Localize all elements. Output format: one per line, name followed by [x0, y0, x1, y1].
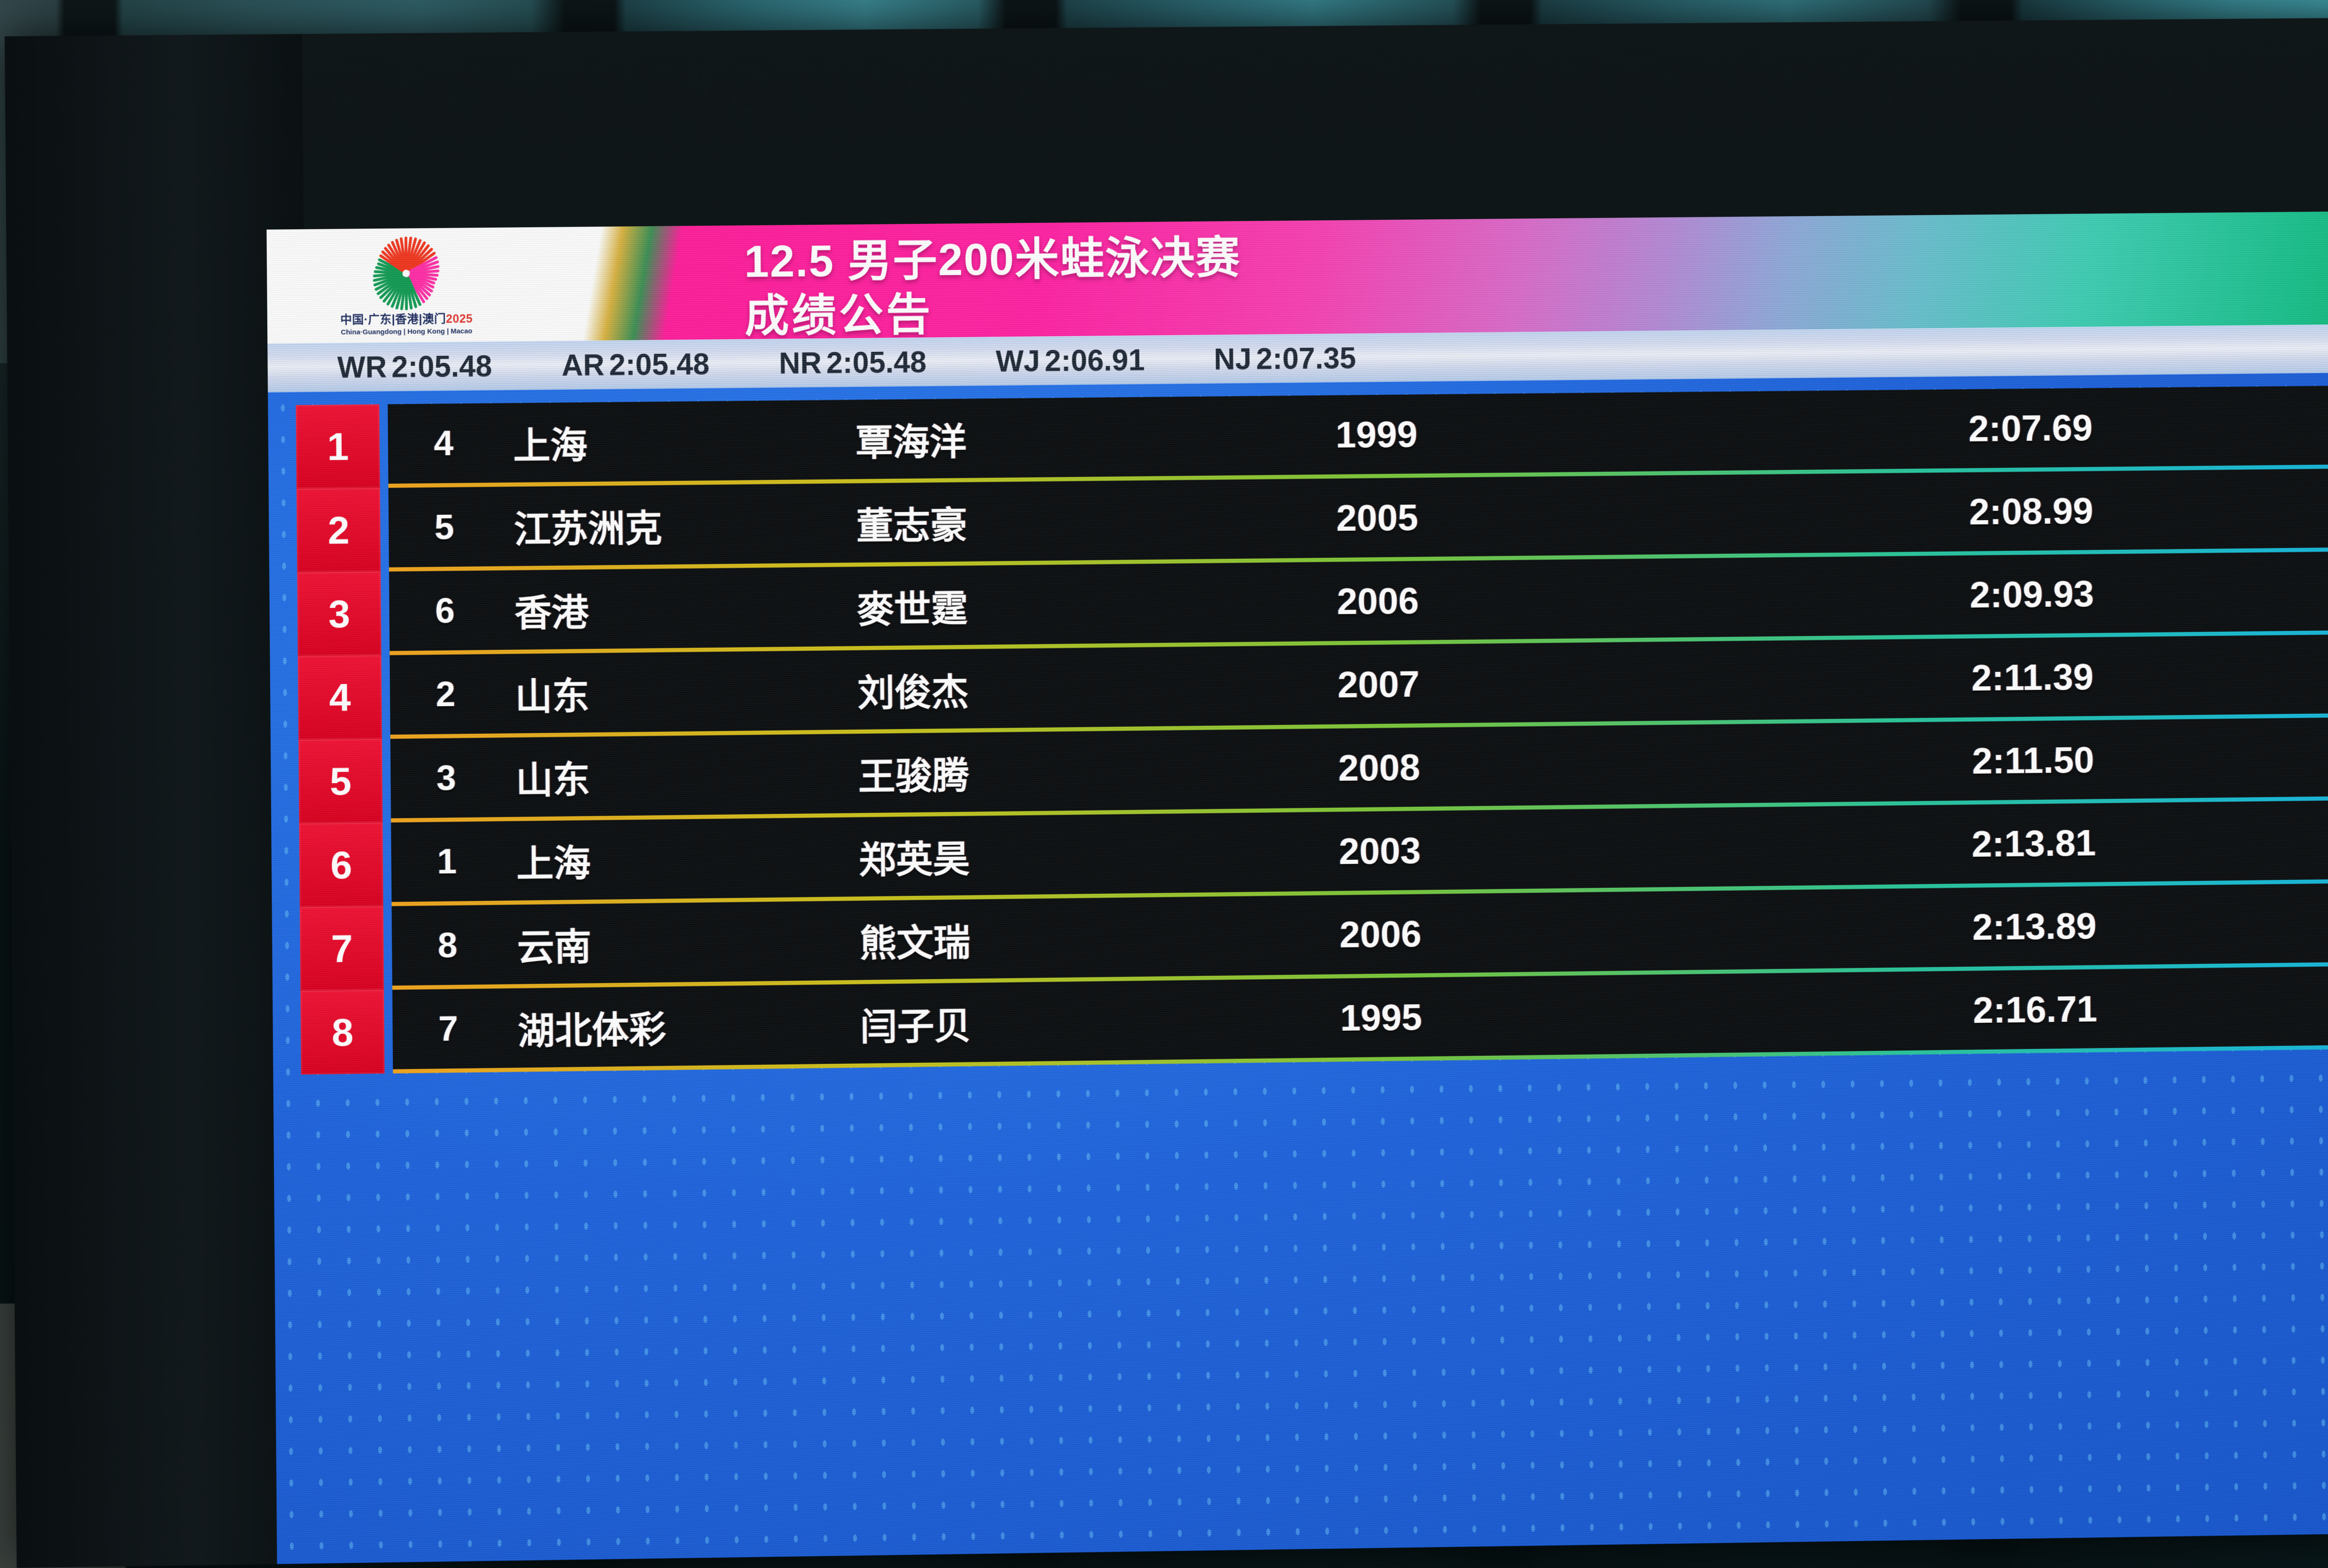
- birth-year: 2006: [1337, 580, 1419, 622]
- rank-badge: 7: [299, 906, 384, 991]
- birth-year: 2003: [1339, 829, 1421, 872]
- birth-year: 2008: [1338, 746, 1421, 789]
- athlete-name: 王骏腾: [858, 754, 969, 797]
- lane-number: 6: [435, 591, 455, 631]
- team-name: 上海: [513, 424, 588, 466]
- birth-year: 2007: [1337, 663, 1420, 705]
- athlete-name: 覃海洋: [855, 420, 967, 463]
- rank-badge: 4: [298, 655, 382, 740]
- team-name: 湖北体彩: [517, 1008, 666, 1052]
- national-games-burst-emblem-icon: [359, 237, 453, 311]
- birth-year: 1995: [1340, 996, 1422, 1039]
- record-wj: WJ 2:06.91: [995, 343, 1145, 378]
- birth-year: 2006: [1339, 912, 1422, 955]
- record-ar: AR 2:05.48: [561, 347, 710, 382]
- record-wr: WR 2:05.48: [337, 349, 493, 384]
- team-name: 山东: [515, 758, 590, 801]
- birth-year: 2005: [1336, 496, 1419, 539]
- rank-badge: 2: [296, 488, 381, 573]
- finish-time: 2:16.71: [1973, 988, 2098, 1031]
- finish-time: 2:08.99: [1969, 489, 2094, 532]
- athlete-name: 熊文瑞: [859, 921, 971, 964]
- athlete-name: 闫子贝: [860, 1005, 972, 1048]
- scoreboard-header: 中国·广东|香港|澳门2025 China·Guangdong | Hong K…: [266, 209, 2328, 344]
- finish-time: 2:07.69: [1968, 406, 2093, 449]
- lane-number: 2: [435, 674, 456, 715]
- lane-number: 4: [433, 423, 454, 464]
- lane-number: 1: [437, 841, 457, 882]
- finish-time: 2:13.81: [1971, 822, 2096, 865]
- athlete-name: 郑英昊: [859, 838, 970, 881]
- team-name: 香港: [514, 591, 589, 634]
- games-logo: 中国·广东|香港|澳门2025 China·Guangdong | Hong K…: [336, 237, 476, 337]
- team-name: 山东: [515, 675, 590, 717]
- scoreboard-screen: 中国·广东|香港|澳门2025 China·Guangdong | Hong K…: [266, 209, 2328, 1564]
- logo-text-chinese: 中国·广东|香港|澳门2025: [340, 312, 473, 327]
- rank-badge: 3: [297, 571, 382, 656]
- team-name: 云南: [517, 926, 592, 968]
- athlete-name: 麥世霆: [857, 588, 968, 630]
- lane-number: 3: [436, 758, 456, 798]
- rank-badge: 5: [298, 739, 383, 824]
- athlete-name: 刘俊杰: [857, 671, 969, 714]
- team-name: 上海: [516, 842, 591, 885]
- finish-time: 2:13.89: [1972, 905, 2097, 948]
- rank-badge: 6: [299, 822, 384, 907]
- rank-badge: 1: [296, 404, 380, 489]
- athlete-name: 董志豪: [856, 504, 968, 547]
- rank-badge: 8: [300, 990, 385, 1075]
- scoreboard-display: 中国·广东|香港|澳门2025 China·Guangdong | Hong K…: [5, 15, 2328, 1568]
- finish-time: 2:11.50: [1972, 739, 2095, 782]
- lane-number: 5: [434, 507, 454, 547]
- finish-time: 2:09.93: [1969, 573, 2094, 615]
- record-nr: NR 2:05.48: [778, 345, 927, 380]
- team-name: 江苏洲克: [514, 507, 663, 550]
- results-table: 1 4 上海 覃海洋 1999 2:07.69 2 5 江苏洲克 董志豪: [296, 383, 2328, 1075]
- lane-number: 7: [438, 1009, 459, 1049]
- finish-time: 2:11.39: [1971, 656, 2094, 698]
- results-panel: 1 4 上海 覃海洋 1999 2:07.69 2 5 江苏洲克 董志豪: [268, 370, 2328, 1564]
- logo-text-english: China·Guangdong | Hong Kong | Macao: [341, 327, 473, 337]
- lane-number: 8: [437, 925, 458, 965]
- birth-year: 1999: [1335, 413, 1418, 455]
- event-title: 12.5 男子200米蛙泳决赛 成绩公告: [744, 224, 1987, 344]
- record-nj: NJ 2:07.35: [1213, 341, 1356, 376]
